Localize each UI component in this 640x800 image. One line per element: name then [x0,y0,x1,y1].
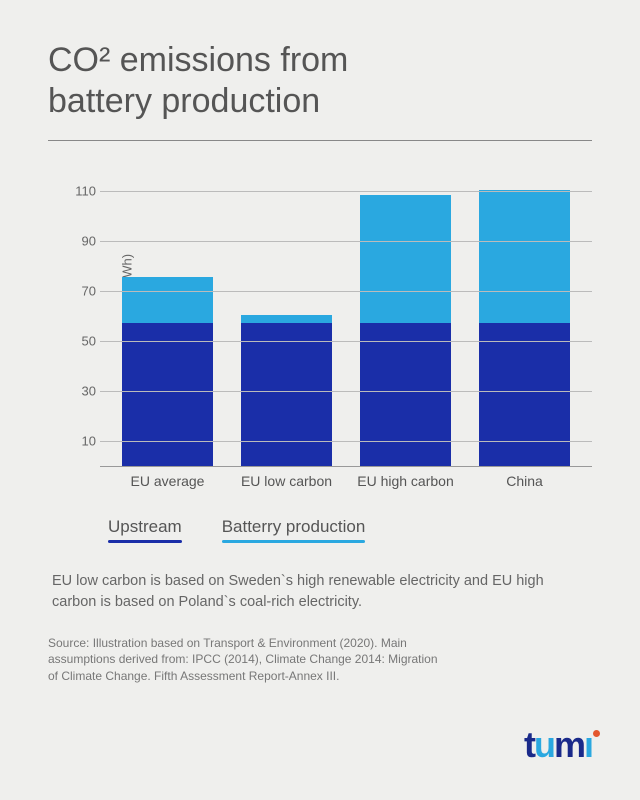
legend-battery: Batterry production [222,517,366,543]
y-tick: 90 [66,233,96,248]
bar-segment-upstream [122,323,212,466]
x-label: EU low carbon [227,467,346,491]
legend-battery-label: Batterry production [222,517,366,536]
bar-segment-battery [360,195,450,323]
bars-container [100,191,592,466]
bar-slot [465,191,584,466]
footnote: EU low carbon is based on Sweden`s high … [48,571,592,613]
legend: Upstream Batterry production [108,517,592,543]
y-tick: 110 [66,183,96,198]
grid-line [100,191,592,192]
bar [122,277,212,465]
bar-slot [346,191,465,466]
x-label: EU average [108,467,227,491]
grid-line [100,291,592,292]
legend-upstream-label: Upstream [108,517,182,536]
tumi-logo: tumı [524,724,600,766]
source-text: Source: Illustration based on Transport … [48,635,448,685]
legend-battery-line [222,540,366,543]
grid-line [100,441,592,442]
plot-area: 1030507090110 [100,191,592,467]
bar-segment-upstream [360,323,450,466]
x-label: EU high carbon [346,467,465,491]
legend-upstream: Upstream [108,517,182,543]
bar [360,195,450,466]
grid-line [100,341,592,342]
y-tick: 10 [66,433,96,448]
x-label: China [465,467,584,491]
y-tick: 70 [66,283,96,298]
legend-upstream-line [108,540,182,543]
bar-segment-upstream [479,323,569,466]
x-labels: EU averageEU low carbonEU high carbonChi… [100,467,592,491]
bar-segment-battery [479,190,569,323]
y-tick: 50 [66,333,96,348]
bar-segment-battery [241,315,331,323]
chart: CO2 emissions (kg CO2/kWh) 1030507090110… [66,191,592,491]
bar-segment-upstream [241,323,331,466]
bar-slot [108,191,227,466]
grid-line [100,391,592,392]
title-rule [48,140,592,141]
bar-slot [227,191,346,466]
page-title: CO² emissions frombattery production [48,40,592,122]
bar [479,190,569,466]
y-tick: 30 [66,383,96,398]
grid-line [100,241,592,242]
bar-segment-battery [122,277,212,322]
